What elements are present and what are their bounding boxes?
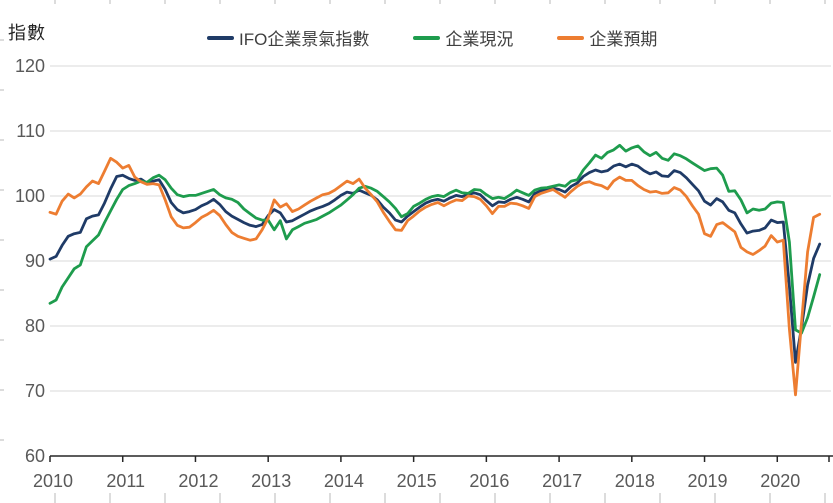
y-axis-unit-label: 指數 (8, 23, 46, 43)
x-tick-label: 2015 (397, 471, 437, 491)
x-tick-label: 2012 (178, 471, 218, 491)
y-tick-label: 60 (25, 446, 45, 466)
y-tick-label: 80 (25, 316, 45, 336)
x-axis (49, 455, 833, 462)
legend-item-expectations: 企業預期 (557, 25, 657, 50)
y-tick-label: 120 (15, 56, 45, 76)
series-line-climate (48, 162, 822, 364)
x-tick-label: 2019 (688, 471, 728, 491)
x-tick-label: 2018 (615, 471, 655, 491)
y-axis-tick-labels: 60 70 80 90 100 110 120 (15, 56, 45, 466)
y-tick-label: 110 (16, 121, 45, 141)
legend-label-expectations: 企業預期 (589, 30, 658, 49)
x-axis-tick-labels: 2010 2011 2012 2013 2014 2015 2016 2017 2018 2019… (33, 471, 800, 491)
legend-item-current-situation: 企業現況 (413, 25, 513, 50)
x-tick-label: 2017 (542, 471, 582, 491)
series-line-current-situation (48, 143, 822, 335)
x-tick-label: 2020 (760, 471, 800, 491)
x-tick-label: 2011 (106, 471, 145, 491)
x-tick-label: 2016 (469, 471, 509, 491)
legend-label-current-situation: 企業現況 (445, 30, 514, 49)
climate-line-swatch-icon (207, 35, 234, 40)
y-tick-label: 100 (15, 186, 45, 206)
chart-legend: IFO企業景氣指數 企業現況 企業預期 (207, 25, 657, 50)
x-tick-label: 2010 (33, 471, 73, 491)
x-tick-label: 2013 (251, 471, 291, 491)
series-line-expectations (48, 156, 822, 397)
current-situation-line-swatch-icon (413, 35, 441, 40)
x-tick-label: 2014 (324, 471, 364, 491)
expectations-line-swatch-icon (557, 35, 585, 40)
legend-item-climate: IFO企業景氣指數 (207, 25, 369, 50)
y-tick-label: 90 (25, 251, 45, 271)
y-tick-label: 70 (25, 381, 45, 401)
legend-label-climate: IFO企業景氣指數 (239, 30, 370, 49)
